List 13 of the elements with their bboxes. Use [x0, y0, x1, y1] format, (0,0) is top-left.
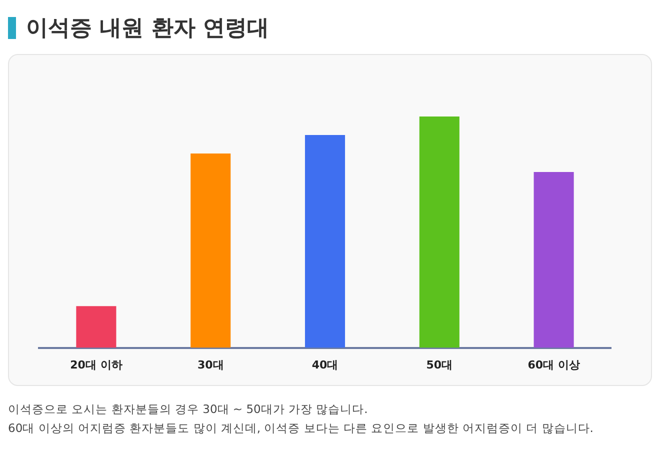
chart-title: 이석증 내원 환자 연령대 [26, 15, 269, 43]
x-tick-label: 40대 [312, 358, 338, 372]
bar [76, 306, 116, 348]
text: 60대 이상의 어지럼증 환자분들도 많이 계신데, 이석증 보다는 다른 요인으로 발생한 어지럼증이 더 많습니다. [8, 420, 594, 437]
bar [419, 116, 460, 348]
bar [534, 172, 574, 348]
x-tick-label: 60대 이상 [528, 358, 580, 372]
text: 이석증으로 오시는 환자분들의 경우 30대 ~ 50대가 가장 많습니다. [8, 401, 369, 418]
x-tick-label: 20대 이하 [70, 358, 122, 372]
bar [304, 135, 346, 348]
bar [190, 154, 231, 348]
x-tick-label: 50대 [426, 358, 453, 372]
x-tick-label: 30대 [197, 358, 224, 372]
